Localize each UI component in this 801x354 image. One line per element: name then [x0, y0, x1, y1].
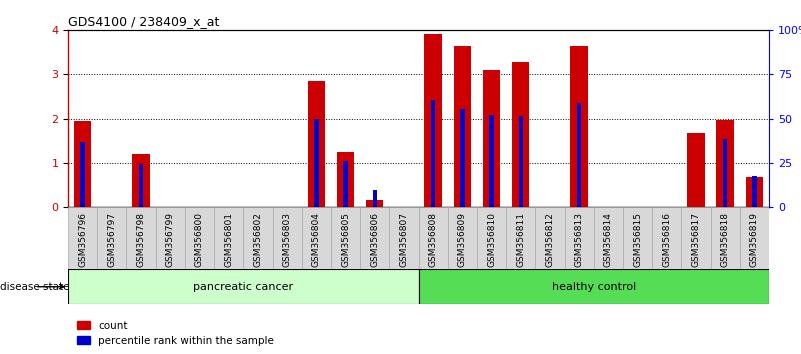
Text: GSM356808: GSM356808: [429, 212, 437, 267]
Bar: [518, 116, 523, 207]
Text: GSM356807: GSM356807: [400, 212, 409, 267]
Bar: [565, 207, 594, 269]
Text: GSM356805: GSM356805: [341, 212, 350, 267]
Bar: [489, 115, 493, 207]
Text: GSM356812: GSM356812: [545, 212, 554, 267]
Text: GSM356803: GSM356803: [283, 212, 292, 267]
Bar: [577, 103, 582, 207]
Text: GSM356796: GSM356796: [78, 212, 87, 267]
Text: GSM356810: GSM356810: [487, 212, 496, 267]
Text: GSM356809: GSM356809: [458, 212, 467, 267]
Bar: [68, 207, 97, 269]
Bar: [360, 207, 389, 269]
Bar: [716, 120, 734, 207]
Bar: [448, 207, 477, 269]
Bar: [127, 207, 155, 269]
Bar: [97, 207, 127, 269]
Bar: [570, 46, 588, 207]
Bar: [272, 207, 302, 269]
Bar: [483, 70, 501, 207]
Bar: [710, 207, 740, 269]
Text: GSM356800: GSM356800: [195, 212, 204, 267]
Text: GSM356806: GSM356806: [370, 212, 379, 267]
Bar: [139, 164, 143, 207]
Bar: [68, 269, 418, 304]
Bar: [344, 161, 348, 207]
Bar: [740, 207, 769, 269]
Bar: [372, 190, 377, 207]
Text: GSM356818: GSM356818: [721, 212, 730, 267]
Text: GSM356804: GSM356804: [312, 212, 321, 267]
Bar: [477, 207, 506, 269]
Text: GSM356816: GSM356816: [662, 212, 671, 267]
Bar: [453, 46, 471, 207]
Text: GSM356814: GSM356814: [604, 212, 613, 267]
Bar: [512, 62, 529, 207]
Bar: [366, 200, 384, 207]
Text: GSM356802: GSM356802: [253, 212, 263, 267]
Bar: [80, 142, 85, 207]
Bar: [535, 207, 565, 269]
Bar: [425, 34, 442, 207]
Text: GSM356815: GSM356815: [633, 212, 642, 267]
Text: GSM356801: GSM356801: [224, 212, 233, 267]
Text: pancreatic cancer: pancreatic cancer: [193, 282, 293, 292]
Bar: [308, 81, 325, 207]
Bar: [594, 207, 623, 269]
Text: disease state: disease state: [0, 282, 70, 292]
Text: GSM356798: GSM356798: [137, 212, 146, 267]
Bar: [418, 269, 769, 304]
Legend: count, percentile rank within the sample: count, percentile rank within the sample: [74, 317, 278, 350]
Bar: [723, 138, 727, 207]
Bar: [506, 207, 535, 269]
Text: GSM356797: GSM356797: [107, 212, 116, 267]
Text: GSM356813: GSM356813: [574, 212, 584, 267]
Text: GSM356799: GSM356799: [166, 212, 175, 267]
Text: healthy control: healthy control: [552, 282, 636, 292]
Bar: [185, 207, 214, 269]
Bar: [214, 207, 244, 269]
Text: GSM356811: GSM356811: [516, 212, 525, 267]
Bar: [623, 207, 652, 269]
Bar: [132, 154, 150, 207]
Bar: [336, 152, 354, 207]
Bar: [302, 207, 331, 269]
Bar: [431, 100, 435, 207]
Bar: [244, 207, 272, 269]
Bar: [389, 207, 418, 269]
Bar: [314, 120, 319, 207]
Bar: [746, 177, 763, 207]
Text: GDS4100 / 238409_x_at: GDS4100 / 238409_x_at: [68, 15, 219, 28]
Bar: [752, 176, 757, 207]
Bar: [418, 207, 448, 269]
Text: GSM356817: GSM356817: [691, 212, 700, 267]
Bar: [687, 133, 705, 207]
Bar: [331, 207, 360, 269]
Bar: [682, 207, 710, 269]
Bar: [460, 109, 465, 207]
Text: GSM356819: GSM356819: [750, 212, 759, 267]
Bar: [74, 121, 91, 207]
Bar: [652, 207, 682, 269]
Bar: [155, 207, 185, 269]
